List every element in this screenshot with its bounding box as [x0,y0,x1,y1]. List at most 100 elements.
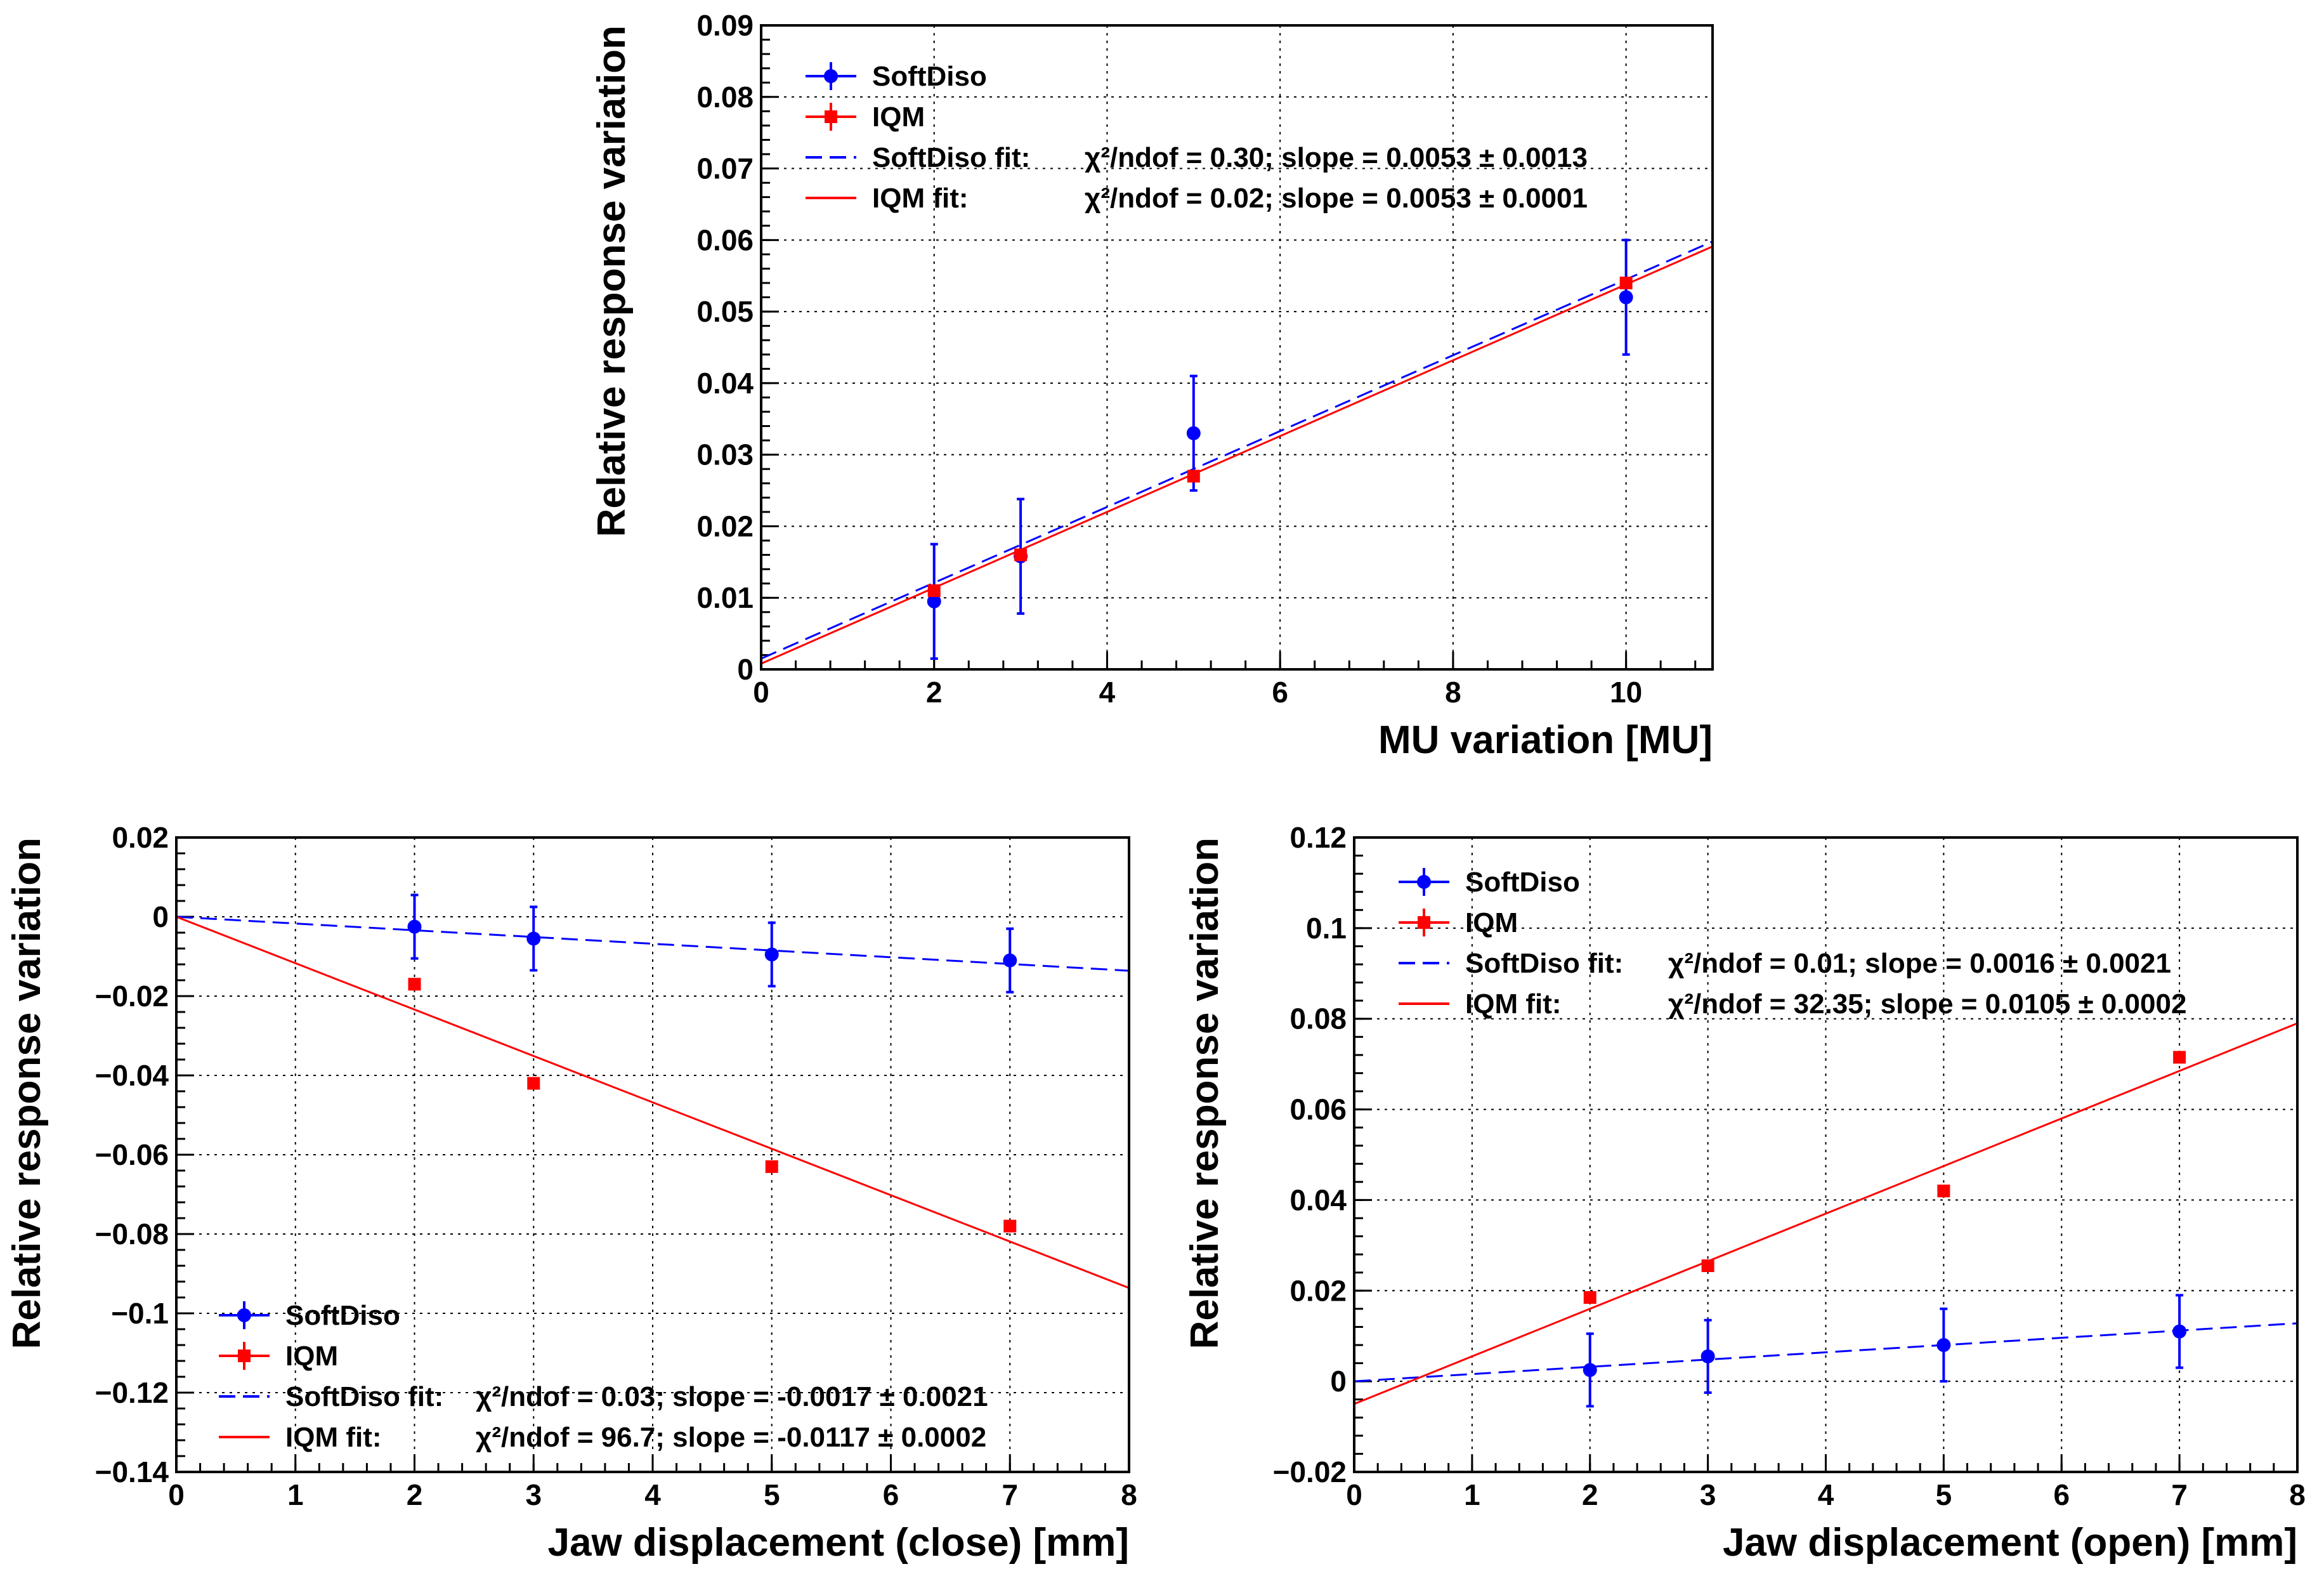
legend-circle-marker [824,69,838,83]
x-axis-title: Jaw displacement (close) [mm] [548,1521,1130,1565]
y-tick-label: −0.02 [95,980,169,1013]
legend-label: SoftDiso [285,1300,400,1331]
y-tick-label: 0 [737,653,754,686]
circle-marker [1583,1363,1597,1377]
y-tick-label: 0.07 [696,152,754,185]
legend-entry-iqm-fit: IQM fit: χ²/ndof = 96.7; slope = -0.0117 … [219,1422,986,1453]
softdiso-point [1003,927,1017,994]
softdiso-point [927,542,941,660]
circle-marker [1701,1349,1715,1363]
square-marker [1583,1291,1596,1304]
legend-entry-iqm-fit: IQM fit: χ²/ndof = 0.02; slope = 0.0053 ±… [806,183,1588,214]
iqm-point [1014,548,1028,561]
square-marker [1003,1219,1017,1233]
y-axis-title: Relative response variation [5,837,49,1349]
legend-entry-iqm-fit: IQM fit: χ²/ndof = 32.35; slope = 0.0105 … [1399,988,2186,1020]
legend-fit-stats: χ²/ndof = 0.03; slope = -0.0017 ± 0.0021 [476,1381,988,1412]
square-marker [1701,1259,1714,1272]
x-tick-label: 1 [1464,1478,1480,1511]
iqm-point [2173,1051,2186,1064]
y-tick-label: 0.04 [1289,1183,1347,1216]
circle-marker [764,947,779,962]
legend-label: IQM [1465,907,1518,938]
x-tick-label: 6 [883,1478,899,1511]
iqm-point [927,584,941,597]
x-tick-label: 7 [2171,1478,2188,1511]
x-tick-label: 0 [753,676,769,709]
circle-marker [927,594,941,608]
plot-frame [760,24,1714,671]
circle-marker [2172,1324,2187,1339]
y-tick-label: 0 [152,900,169,933]
y-axis-title: Relative response variation [590,25,634,537]
x-tick-label: 5 [1936,1478,1952,1511]
legend: SoftDiso IQM SoftDiso fit: χ²/ndof = 0.01; … [1399,867,2186,1020]
x-tick-label: 3 [1700,1478,1716,1511]
softdiso-point [1936,1307,1951,1383]
legend-fit-stats: χ²/ndof = 0.01; slope = 0.0016 ± 0.0021 [1668,948,2171,979]
square-marker [927,584,941,597]
square-marker [1014,548,1028,561]
y-tick-label: −0.12 [95,1376,169,1409]
x-tick-label: 0 [168,1478,185,1511]
x-tick-label: 4 [644,1478,661,1511]
legend-square-marker [238,1349,251,1362]
circle-marker [407,919,422,934]
x-tick-label: 4 [1818,1478,1834,1511]
x-tick-label: 8 [1445,676,1461,709]
circle-marker [1619,290,1633,305]
iqm-point [1701,1259,1714,1272]
iqm-point [1583,1291,1596,1304]
iqm-point [1937,1185,1950,1198]
y-tick-label: −0.14 [95,1455,169,1488]
circle-marker [1003,953,1017,968]
softdiso-point [407,893,422,960]
legend-entry-softdiso-fit: SoftDiso fit: χ²/ndof = 0.03; slope = -0.… [219,1381,988,1412]
y-tick-label: 0.08 [696,81,754,114]
square-marker [1187,470,1200,483]
y-axis-title: Relative response variation [1183,837,1227,1349]
legend-fit-label: IQM fit: [1465,988,1562,1020]
x-tick-label: 6 [1272,676,1288,709]
circle-marker [526,931,541,946]
legend-fit-label: SoftDiso fit: [872,142,1030,173]
legend-label: SoftDiso [872,61,987,92]
legend-entry-iqm: IQM [219,1341,338,1372]
legend-square-marker [1418,916,1430,929]
chart-open: 0 1 2 3 4 5 6 7 8−0.0200.020.040.060.080.10.12Ja… [1183,821,2306,1565]
square-marker [765,1160,778,1173]
softdiso-fit-line [761,240,1713,660]
square-marker [408,978,421,991]
legend: SoftDiso IQM SoftDiso fit: χ²/ndof = 0.03; … [219,1300,988,1453]
circle-marker [1936,1338,1951,1352]
iqm-point [527,1077,540,1090]
legend-fit-label: IQM fit: [872,183,969,214]
y-tick-label: 0.1 [1306,912,1347,945]
legend-label: IQM [285,1341,338,1372]
y-tick-label: −0.02 [1273,1455,1347,1488]
iqm-point [1003,1219,1017,1233]
y-tick-label: 0.02 [696,509,754,542]
square-marker [2173,1051,2186,1064]
y-tick-label: 0.02 [1289,1274,1347,1307]
legend-circle-marker [237,1308,251,1322]
x-tick-label: 8 [2289,1478,2306,1511]
square-marker [527,1077,540,1090]
legend-fit-stats: χ²/ndof = 96.7; slope = -0.0117 ± 0.0002 [476,1422,986,1453]
legend-fit-label: IQM fit: [285,1422,382,1453]
x-tick-label: 4 [1099,676,1116,709]
y-tick-label: −0.04 [95,1059,169,1092]
legend-fit-stats: χ²/ndof = 32.35; slope = 0.0105 ± 0.0002 [1668,988,2186,1020]
legend-circle-marker [1417,875,1431,889]
x-tick-label: 2 [1582,1478,1598,1511]
plot-frame [1353,836,2299,1473]
x-tick-label: 3 [525,1478,542,1511]
softdiso-point [764,921,779,988]
iqm-point [408,978,421,991]
y-tick-label: 0.08 [1289,1002,1347,1035]
legend-fit-stats: χ²/ndof = 0.30; slope = 0.0053 ± 0.0013 [1085,142,1588,173]
x-tick-label: 1 [287,1478,304,1511]
x-axis-title: Jaw displacement (open) [mm] [1723,1521,2297,1565]
legend-entry-softdiso-fit: SoftDiso fit: χ²/ndof = 0.30; slope = 0.0… [806,142,1588,173]
